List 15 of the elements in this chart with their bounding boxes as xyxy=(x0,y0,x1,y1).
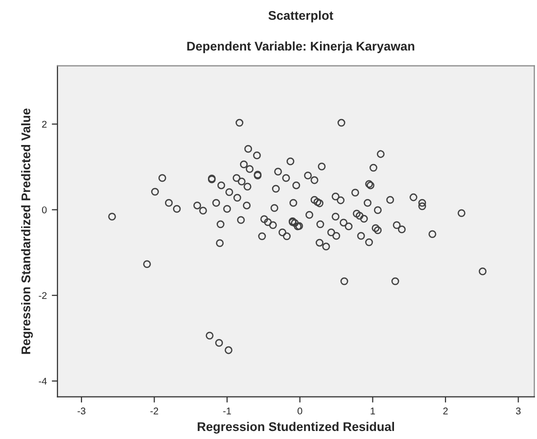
x-tick-label: -3 xyxy=(78,408,86,414)
chart-subtitle: Dependent Variable: Kinerja Karyawan xyxy=(187,41,414,54)
y-axis-title: Regression Standardized Predicted Value xyxy=(21,108,33,354)
y-tick-label: -2 xyxy=(38,292,47,299)
y-tick-label: -4 xyxy=(38,378,47,385)
x-axis-title: Regression Studentized Residual xyxy=(198,422,394,434)
x-tick-label: -2 xyxy=(150,408,158,414)
x-tick-label: 1 xyxy=(370,408,375,414)
x-tick-label: -1 xyxy=(223,408,231,414)
chart-title: Scatterplot xyxy=(268,10,334,22)
x-tick-label: 0 xyxy=(298,408,302,414)
y-tick-label: 2 xyxy=(42,120,47,128)
x-tick-label: 3 xyxy=(516,408,521,414)
x-tick-label: 2 xyxy=(443,408,448,414)
y-tick-label: 0 xyxy=(42,206,47,214)
